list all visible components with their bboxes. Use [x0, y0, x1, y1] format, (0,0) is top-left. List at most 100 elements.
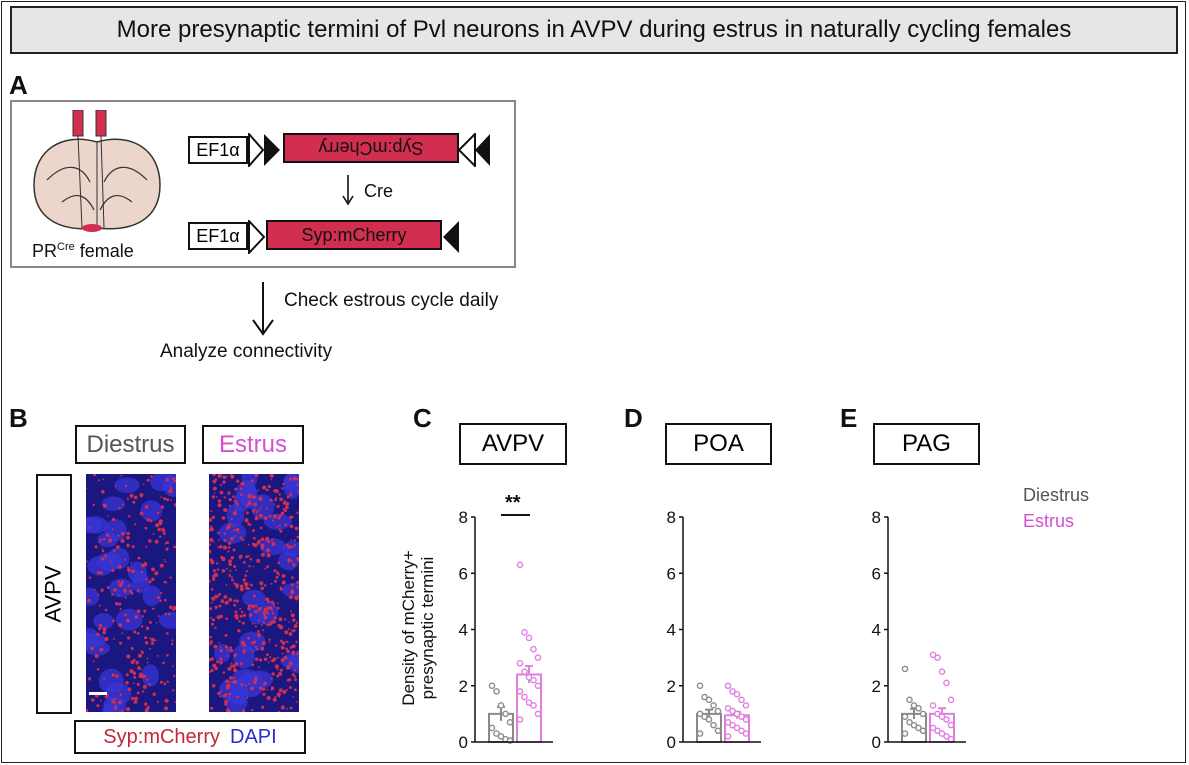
- data-point-pag: [934, 727, 941, 735]
- data-point-poa: [714, 727, 722, 735]
- data-point-poa: [705, 716, 713, 723]
- data-point-avpv: [516, 688, 524, 695]
- y-tick-label-poa: 0: [667, 733, 676, 752]
- data-point-pag: [929, 702, 937, 709]
- lox-sites-left-top: [248, 133, 280, 167]
- data-point-poa: [738, 713, 745, 720]
- data-point-pag: [906, 696, 913, 704]
- data-point-pag: [947, 696, 955, 704]
- region-label-pag: PAG: [873, 423, 980, 465]
- data-point-poa: [724, 704, 732, 712]
- data-point-poa: [710, 702, 717, 709]
- micrograph-estrus: [209, 474, 299, 712]
- data-point-poa: [696, 682, 704, 690]
- data-point-poa: [724, 733, 732, 740]
- data-point-poa: [733, 690, 741, 698]
- legend-dapi: DAPI: [230, 725, 277, 748]
- data-point-avpv: [525, 699, 533, 706]
- estrus-header: Estrus: [202, 425, 304, 464]
- cre-arrow-icon: [342, 175, 354, 206]
- cre-label: Cre: [364, 181, 394, 201]
- data-point-poa: [696, 730, 704, 737]
- panel-d-letter: D: [624, 403, 643, 433]
- data-point-poa: [724, 719, 732, 726]
- legend-mcherry: Syp:mCherry: [103, 725, 220, 748]
- data-point-avpv: [488, 682, 496, 690]
- step-check-cycle: Check estrous cycle daily: [284, 290, 499, 311]
- data-point-poa: [733, 724, 741, 732]
- data-point-poa: [729, 707, 736, 715]
- lox-sites-right-top: [458, 133, 490, 167]
- y-tick-label-avpv: 2: [459, 677, 468, 696]
- panel-a-letter: A: [9, 70, 28, 100]
- data-point-pag: [901, 665, 909, 673]
- y-tick-label-avpv: 0: [459, 733, 468, 752]
- y-tick-label-pag: 8: [872, 508, 881, 527]
- data-point-poa: [729, 688, 736, 695]
- data-point-poa: [729, 721, 736, 729]
- micrograph-diestrus: [86, 474, 176, 712]
- promoter-top: EF1α: [188, 136, 248, 164]
- data-point-pag: [947, 735, 955, 743]
- data-point-avpv: [521, 629, 528, 636]
- data-point-pag: [929, 651, 937, 659]
- data-point-poa: [733, 710, 741, 718]
- data-point-poa: [738, 727, 745, 735]
- data-point-pag: [929, 724, 937, 732]
- data-point-avpv: [516, 716, 524, 723]
- data-point-avpv: [506, 719, 514, 726]
- data-point-avpv: [516, 561, 524, 569]
- data-point-pag: [910, 702, 918, 709]
- data-point-pag: [947, 721, 955, 729]
- y-tick-label-pag: 0: [872, 733, 881, 752]
- data-point-avpv: [530, 676, 537, 684]
- y-tick-label-avpv: 8: [459, 508, 468, 527]
- significance-stars: **: [505, 492, 521, 514]
- data-point-avpv: [488, 724, 496, 732]
- panel-e-letter: E: [840, 403, 858, 433]
- y-tick-label-poa: 4: [667, 621, 676, 640]
- data-point-pag: [915, 704, 922, 712]
- region-label-avpv: AVPV: [459, 423, 567, 465]
- legend-diestrus: Diestrus: [1023, 485, 1090, 505]
- region-label-poa: POA: [665, 423, 772, 465]
- data-point-pag: [901, 713, 909, 720]
- data-point-poa: [742, 716, 750, 723]
- y-tick-label-poa: 6: [667, 564, 676, 583]
- step-analyze: Analyze connectivity: [160, 341, 333, 362]
- data-point-pag: [919, 727, 927, 735]
- avpv-row-label: AVPV: [36, 474, 72, 714]
- mouse-label: PRCre female: [32, 241, 134, 261]
- panel-b-letter: B: [9, 403, 28, 433]
- data-point-poa: [724, 682, 732, 690]
- data-point-poa: [696, 710, 704, 718]
- data-point-poa: [701, 713, 708, 720]
- data-point-poa: [710, 721, 717, 729]
- y-tick-label-poa: 2: [667, 677, 676, 696]
- data-point-poa: [714, 707, 722, 715]
- data-point-pag: [901, 730, 909, 737]
- data-point-avpv: [534, 710, 542, 718]
- data-point-pag: [938, 730, 946, 737]
- data-point-pag: [910, 721, 918, 729]
- data-point-pag: [934, 654, 941, 661]
- stain-legend: Syp:mCherry DAPI: [74, 720, 306, 754]
- data-point-avpv: [497, 702, 505, 709]
- data-point-avpv: [502, 710, 509, 718]
- y-tick-label-pag: 4: [872, 621, 881, 640]
- data-point-pag: [934, 710, 941, 718]
- y-tick-label-pag: 6: [872, 564, 881, 583]
- data-point-poa: [742, 730, 750, 737]
- lox-site-right-bottom: [443, 221, 459, 253]
- data-point-pag: [915, 724, 922, 732]
- scale-bar: [89, 692, 107, 695]
- y-tick-label-avpv: 6: [459, 564, 468, 583]
- data-point-poa: [738, 696, 745, 704]
- data-point-pag: [906, 719, 913, 726]
- brain-section-icon: [33, 110, 161, 232]
- gene-recombined: Syp:mCherry: [266, 220, 442, 250]
- data-point-pag: [919, 710, 927, 718]
- figure-title: More presynaptic termini of Pvl neurons …: [10, 6, 1178, 54]
